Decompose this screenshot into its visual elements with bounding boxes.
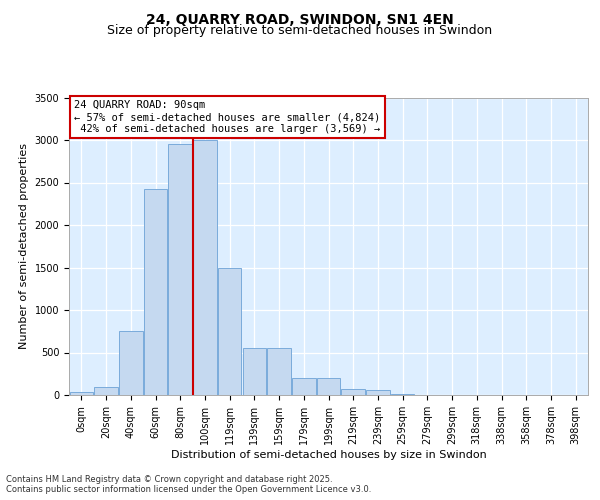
- Bar: [119, 331, 143, 395]
- X-axis label: Distribution of semi-detached houses by size in Swindon: Distribution of semi-detached houses by …: [170, 450, 487, 460]
- Bar: [242, 348, 266, 395]
- Bar: [144, 190, 167, 395]
- Bar: [218, 268, 241, 395]
- Text: 24 QUARRY ROAD: 90sqm
← 57% of semi-detached houses are smaller (4,824)
 42% of : 24 QUARRY ROAD: 90sqm ← 57% of semi-deta…: [74, 100, 380, 134]
- Text: Contains HM Land Registry data © Crown copyright and database right 2025.
Contai: Contains HM Land Registry data © Crown c…: [6, 475, 371, 494]
- Bar: [268, 348, 291, 395]
- Text: 24, QUARRY ROAD, SWINDON, SN1 4EN: 24, QUARRY ROAD, SWINDON, SN1 4EN: [146, 12, 454, 26]
- Bar: [292, 378, 316, 395]
- Bar: [169, 144, 192, 395]
- Bar: [341, 388, 365, 395]
- Text: Size of property relative to semi-detached houses in Swindon: Size of property relative to semi-detach…: [107, 24, 493, 37]
- Bar: [391, 394, 415, 395]
- Bar: [193, 140, 217, 395]
- Bar: [317, 378, 340, 395]
- Bar: [70, 392, 93, 395]
- Y-axis label: Number of semi-detached properties: Number of semi-detached properties: [19, 143, 29, 350]
- Bar: [366, 390, 389, 395]
- Bar: [94, 386, 118, 395]
